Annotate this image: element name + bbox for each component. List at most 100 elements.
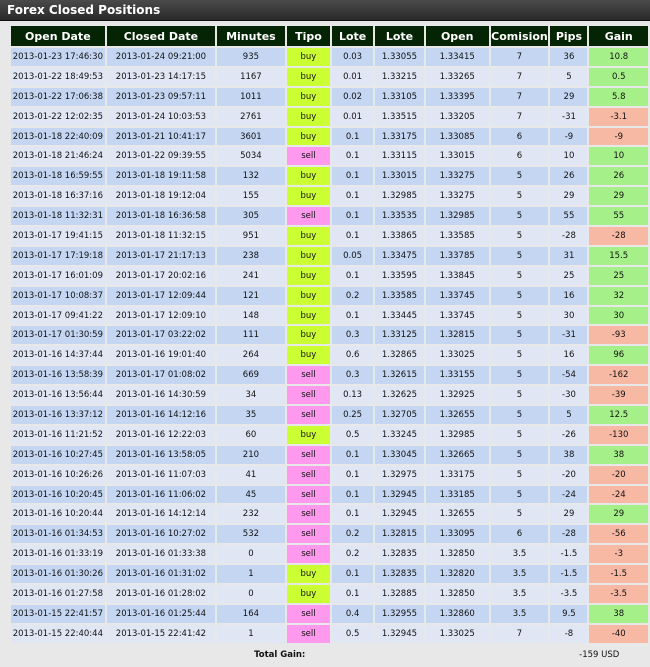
cell-closed-date: 2013-01-17 12:09:44	[106, 286, 216, 305]
table-row[interactable]: 2013-01-17 10:08:37 2013-01-17 12:09:44 12…	[11, 286, 648, 305]
cell-pips: 5	[550, 406, 588, 424]
table-row[interactable]: 2013-01-16 01:34:53 2013-01-16 10:27:02 53…	[11, 525, 648, 544]
table-row[interactable]: 2013-01-17 17:19:18 2013-01-17 21:17:13 23…	[11, 246, 648, 265]
column-header-lote-price[interactable]: Lote	[375, 26, 424, 46]
cell-open-date: 2013-01-16 10:27:45	[11, 445, 105, 464]
table-row[interactable]: 2013-01-16 13:58:39 2013-01-17 01:08:02 66…	[11, 366, 648, 385]
cell-lote-price: 1.33215	[375, 67, 424, 86]
cell-minutes: 41	[217, 465, 285, 484]
table-row[interactable]: 2013-01-16 10:27:45 2013-01-16 13:58:05 21…	[11, 445, 648, 464]
cell-pips: -1.5	[550, 545, 588, 564]
table-row[interactable]: 2013-01-16 01:30:26 2013-01-16 01:31:02 1 b…	[11, 565, 648, 584]
table-row[interactable]: 2013-01-17 19:41:15 2013-01-18 11:32:15 95…	[11, 227, 648, 245]
cell-closed-date: 2013-01-16 14:12:16	[106, 406, 216, 424]
cell-comision: 5	[490, 505, 549, 524]
cell-open: 1.33585	[425, 227, 489, 245]
cell-closed-date: 2013-01-16 19:01:40	[106, 346, 216, 365]
table-row[interactable]: 2013-01-22 12:02:35 2013-01-24 10:03:53 27…	[11, 107, 648, 126]
cell-open-date: 2013-01-16 01:27:58	[11, 585, 105, 603]
cell-lote: 0.1	[332, 505, 374, 524]
cell-closed-date: 2013-01-17 20:02:16	[106, 266, 216, 285]
cell-open-date: 2013-01-22 18:49:53	[11, 67, 105, 86]
cell-minutes: 3601	[217, 127, 285, 146]
table-row[interactable]: 2013-01-16 13:37:12 2013-01-16 14:12:16 35…	[11, 406, 648, 424]
cell-gain: -3	[589, 545, 648, 564]
table-body: 2013-01-23 17:46:30 2013-01-24 09:21:00 93…	[11, 48, 648, 643]
cell-minutes: 2761	[217, 107, 285, 126]
cell-minutes: 305	[217, 207, 285, 226]
cell-open-date: 2013-01-16 10:20:45	[11, 485, 105, 504]
cell-pips: -31	[550, 326, 588, 345]
cell-lote: 0.03	[332, 48, 374, 66]
cell-comision: 5	[490, 346, 549, 365]
table-row[interactable]: 2013-01-17 01:30:59 2013-01-17 03:22:02 11…	[11, 326, 648, 345]
cell-closed-date: 2013-01-16 11:07:03	[106, 465, 216, 484]
cell-tipo: sell	[286, 207, 331, 226]
column-header-closed-date[interactable]: Closed Date	[106, 26, 216, 46]
column-header-tipo[interactable]: Tipo	[286, 26, 331, 46]
table-row[interactable]: 2013-01-22 18:49:53 2013-01-23 14:17:15 11…	[11, 67, 648, 86]
cell-comision: 5	[490, 425, 549, 444]
cell-comision: 5	[490, 306, 549, 325]
column-header-lote[interactable]: Lote	[332, 26, 374, 46]
cell-open-date: 2013-01-16 11:21:52	[11, 425, 105, 444]
cell-pips: -9	[550, 127, 588, 146]
cell-lote: 0.2	[332, 286, 374, 305]
cell-comision: 6	[490, 127, 549, 146]
cell-lote-price: 1.33115	[375, 147, 424, 166]
table-row[interactable]: 2013-01-16 01:27:58 2013-01-16 01:28:02 0 b…	[11, 585, 648, 603]
table-row[interactable]: 2013-01-17 16:01:09 2013-01-17 20:02:16 24…	[11, 266, 648, 285]
table-row[interactable]: 2013-01-16 10:20:44 2013-01-16 14:12:14 23…	[11, 505, 648, 524]
cell-open-date: 2013-01-22 12:02:35	[11, 107, 105, 126]
cell-minutes: 111	[217, 326, 285, 345]
cell-tipo: buy	[286, 107, 331, 126]
table-row[interactable]: 2013-01-18 16:37:16 2013-01-18 19:12:04 15…	[11, 187, 648, 206]
cell-tipo: buy	[286, 425, 331, 444]
cell-open-date: 2013-01-16 01:30:26	[11, 565, 105, 584]
table-row[interactable]: 2013-01-16 11:21:52 2013-01-16 12:22:03 60…	[11, 425, 648, 444]
cell-open-date: 2013-01-16 01:34:53	[11, 525, 105, 544]
cell-tipo: buy	[286, 87, 331, 106]
cell-pips: -26	[550, 425, 588, 444]
table-row[interactable]: 2013-01-18 22:40:09 2013-01-21 10:41:17 36…	[11, 127, 648, 146]
column-header-open[interactable]: Open	[425, 26, 489, 46]
cell-lote: 0.1	[332, 187, 374, 206]
cell-minutes: 232	[217, 505, 285, 524]
table-row[interactable]: 2013-01-18 21:46:24 2013-01-22 09:39:55 50…	[11, 147, 648, 166]
cell-gain: 26	[589, 167, 648, 186]
table-row[interactable]: 2013-01-16 14:37:44 2013-01-16 19:01:40 26…	[11, 346, 648, 365]
table-row[interactable]: 2013-01-16 01:33:19 2013-01-16 01:33:38 0 s…	[11, 545, 648, 564]
cell-minutes: 121	[217, 286, 285, 305]
cell-closed-date: 2013-01-16 11:06:02	[106, 485, 216, 504]
column-header-comision[interactable]: Comision	[490, 26, 549, 46]
table-row[interactable]: 2013-01-16 10:20:45 2013-01-16 11:06:02 45…	[11, 485, 648, 504]
cell-pips: 26	[550, 167, 588, 186]
cell-open-date: 2013-01-17 19:41:15	[11, 227, 105, 245]
column-header-open-date[interactable]: Open Date	[11, 26, 105, 46]
cell-minutes: 35	[217, 406, 285, 424]
window-title: Forex Closed Positions	[7, 3, 161, 17]
cell-tipo: buy	[286, 326, 331, 345]
cell-comision: 7	[490, 107, 549, 126]
table-row[interactable]: 2013-01-17 09:41:22 2013-01-17 12:09:10 14…	[11, 306, 648, 325]
cell-lote: 0.1	[332, 485, 374, 504]
table-row[interactable]: 2013-01-18 16:59:55 2013-01-18 19:11:58 13…	[11, 167, 648, 186]
column-header-gain[interactable]: Gain	[589, 26, 648, 46]
table-row[interactable]: 2013-01-18 11:32:31 2013-01-18 16:36:58 30…	[11, 207, 648, 226]
cell-closed-date: 2013-01-17 21:17:13	[106, 246, 216, 265]
table-row[interactable]: 2013-01-15 22:40:44 2013-01-15 22:41:42 1 s…	[11, 624, 648, 643]
table-row[interactable]: 2013-01-23 17:46:30 2013-01-24 09:21:00 93…	[11, 48, 648, 66]
table-row[interactable]: 2013-01-16 10:26:26 2013-01-16 11:07:03 41…	[11, 465, 648, 484]
cell-tipo: buy	[286, 346, 331, 365]
table-row[interactable]: 2013-01-15 22:41:57 2013-01-16 01:25:44 16…	[11, 604, 648, 623]
cell-gain: -93	[589, 326, 648, 345]
table-row[interactable]: 2013-01-16 13:56:44 2013-01-16 14:30:59 34…	[11, 386, 648, 405]
column-header-minutes[interactable]: Minutes	[217, 26, 285, 46]
cell-minutes: 238	[217, 246, 285, 265]
cell-pips: 5	[550, 67, 588, 86]
cell-pips: 29	[550, 187, 588, 206]
cell-lote-price: 1.32625	[375, 386, 424, 405]
column-header-pips[interactable]: Pips	[550, 26, 588, 46]
table-row[interactable]: 2013-01-22 17:06:38 2013-01-23 09:57:11 10…	[11, 87, 648, 106]
